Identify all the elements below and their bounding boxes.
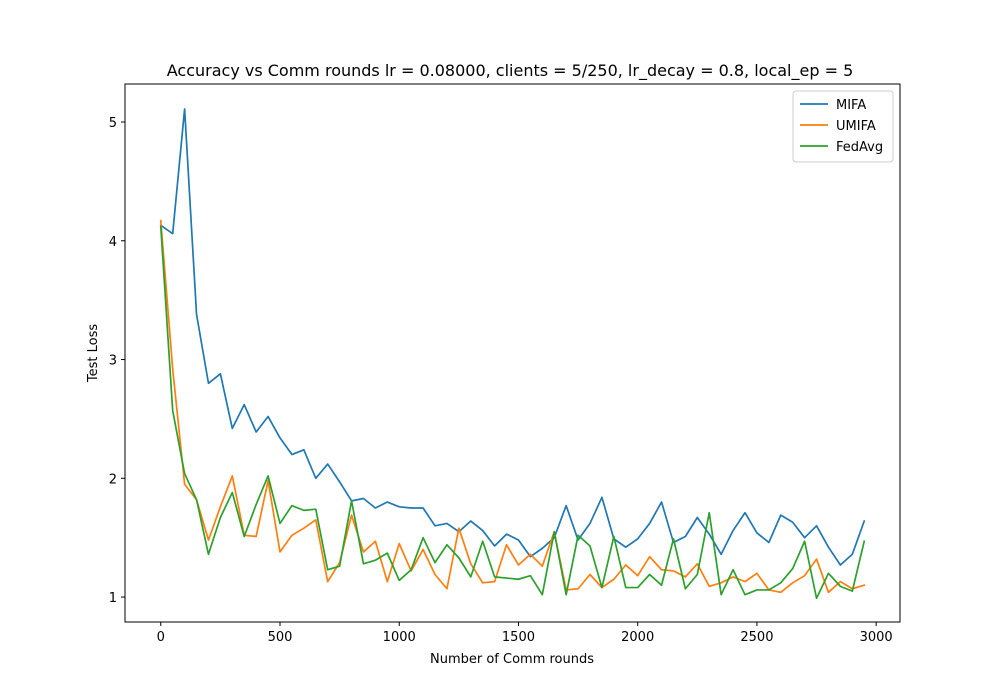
chart-title: Accuracy vs Comm rounds lr = 0.08000, cl… — [167, 61, 854, 81]
x-tick-label: 3000 — [860, 630, 893, 645]
legend-label-umifa: UMIFA — [836, 119, 876, 134]
x-tick-label: 0 — [157, 630, 165, 645]
x-axis-label: Number of Comm rounds — [430, 652, 594, 667]
x-tick-label: 1500 — [502, 630, 535, 645]
y-tick-label: 2 — [109, 472, 117, 487]
y-tick-label: 4 — [109, 235, 117, 250]
legend-label-fedavg: FedAvg — [836, 140, 883, 155]
y-tick-label: 1 — [109, 591, 117, 606]
series-line-mifa — [159, 108, 866, 566]
x-tick-label: 2000 — [621, 630, 654, 645]
series-line-umifa — [159, 219, 866, 594]
y-axis-label: Test Loss — [86, 324, 101, 383]
x-tick-label: 500 — [268, 630, 293, 645]
y-tick-label: 3 — [109, 354, 117, 369]
legend-box — [792, 90, 894, 163]
x-axis-ticks: 0 500 1000 1500 2000 2500 3000 — [157, 622, 893, 645]
legend: MIFA UMIFA FedAvg — [792, 90, 894, 163]
legend-label-mifa: MIFA — [836, 98, 866, 113]
plot-lines — [159, 108, 866, 600]
y-axis-ticks: 1 2 3 4 5 — [109, 116, 125, 606]
x-tick-label: 2500 — [740, 630, 773, 645]
x-tick-label: 1000 — [383, 630, 416, 645]
plot-frame — [124, 83, 901, 623]
series-line-fedavg — [159, 225, 866, 600]
y-tick-label: 5 — [109, 116, 117, 131]
